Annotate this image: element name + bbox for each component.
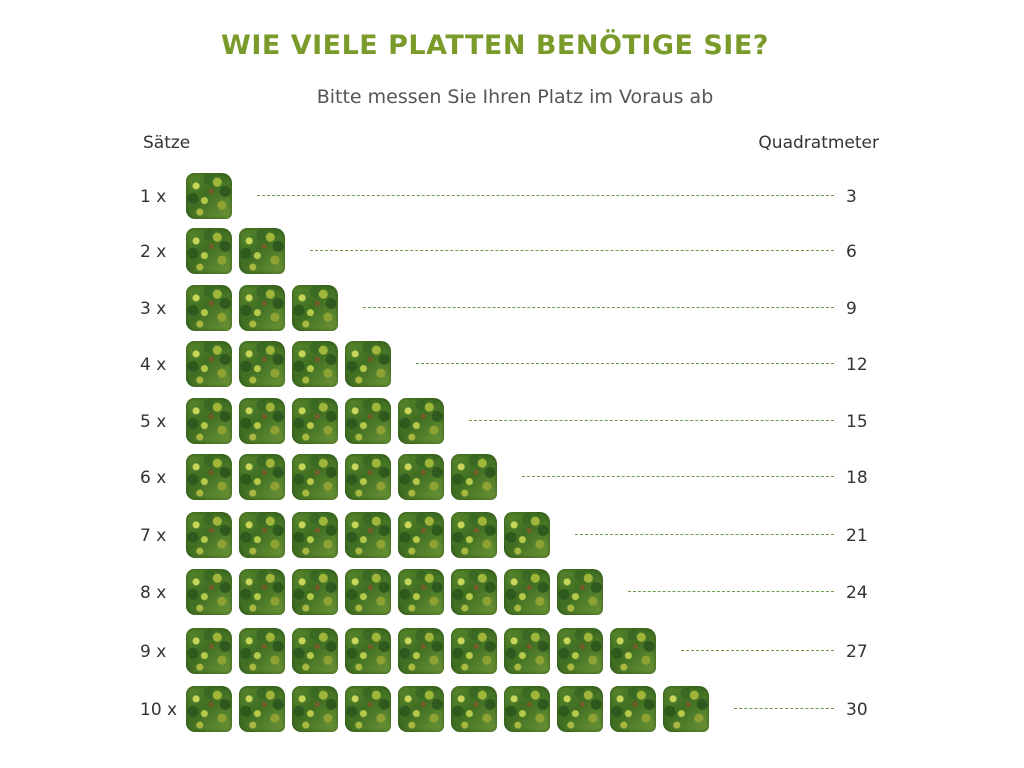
dashed-leader-line bbox=[310, 250, 834, 251]
table-row: 1 x 3 bbox=[0, 173, 1024, 221]
green-wall-panel-icon bbox=[292, 569, 338, 615]
set-count-label: 8 x bbox=[140, 583, 167, 603]
green-wall-panel-icon bbox=[292, 628, 338, 674]
table-row: 5 x 15 bbox=[0, 398, 1024, 446]
green-wall-panel-icon bbox=[186, 686, 232, 732]
sets-column-label: Sätze bbox=[143, 133, 191, 153]
page-title: WIE VIELE PLATTEN BENÖTIGE SIE? bbox=[221, 30, 769, 61]
green-wall-panel-icon bbox=[451, 686, 497, 732]
green-wall-panel-icon bbox=[239, 512, 285, 558]
table-row: 7 x 21 bbox=[0, 512, 1024, 560]
green-wall-panel-icon bbox=[610, 686, 656, 732]
green-wall-panel-icon bbox=[239, 285, 285, 331]
green-wall-panel-icon bbox=[398, 628, 444, 674]
green-wall-panel-icon bbox=[451, 569, 497, 615]
green-wall-panel-icon bbox=[186, 454, 232, 500]
green-wall-panel-icon bbox=[610, 628, 656, 674]
green-wall-panel-icon bbox=[345, 628, 391, 674]
green-wall-panel-icon bbox=[504, 569, 550, 615]
green-wall-panel-icon bbox=[504, 512, 550, 558]
dashed-leader-line bbox=[363, 307, 834, 308]
green-wall-panel-icon bbox=[292, 398, 338, 444]
green-wall-panel-icon bbox=[186, 228, 232, 274]
set-count-label: 5 x bbox=[140, 412, 167, 432]
green-wall-panel-icon bbox=[557, 628, 603, 674]
green-wall-panel-icon bbox=[451, 454, 497, 500]
square-meters-column-label: Quadratmeter bbox=[758, 133, 879, 153]
square-meters-value: 15 bbox=[846, 412, 868, 432]
set-count-label: 4 x bbox=[140, 355, 167, 375]
table-row: 6 x 18 bbox=[0, 454, 1024, 502]
green-wall-panel-icon bbox=[345, 341, 391, 387]
green-wall-panel-icon bbox=[186, 512, 232, 558]
page-subtitle: Bitte messen Sie Ihren Platz im Voraus a… bbox=[316, 86, 714, 108]
set-count-label: 7 x bbox=[140, 526, 167, 546]
square-meters-value: 3 bbox=[846, 187, 857, 207]
green-wall-panel-icon bbox=[186, 341, 232, 387]
set-count-label: 3 x bbox=[140, 299, 167, 319]
green-wall-panel-icon bbox=[345, 686, 391, 732]
green-wall-panel-icon bbox=[345, 398, 391, 444]
dashed-leader-line bbox=[469, 420, 834, 421]
dashed-leader-line bbox=[681, 650, 834, 651]
square-meters-value: 6 bbox=[846, 242, 857, 262]
square-meters-value: 21 bbox=[846, 526, 868, 546]
set-count-label: 10 x bbox=[140, 700, 178, 720]
green-wall-panel-icon bbox=[345, 569, 391, 615]
dashed-leader-line bbox=[628, 591, 834, 592]
green-wall-panel-icon bbox=[239, 228, 285, 274]
square-meters-value: 18 bbox=[846, 468, 868, 488]
table-row: 8 x 24 bbox=[0, 569, 1024, 617]
green-wall-panel-icon bbox=[292, 512, 338, 558]
dashed-leader-line bbox=[257, 195, 834, 196]
green-wall-panel-icon bbox=[398, 512, 444, 558]
green-wall-panel-icon bbox=[292, 454, 338, 500]
set-count-label: 2 x bbox=[140, 242, 167, 262]
dashed-leader-line bbox=[734, 708, 834, 709]
square-meters-value: 12 bbox=[846, 355, 868, 375]
green-wall-panel-icon bbox=[239, 569, 285, 615]
table-row: 10 x 30 bbox=[0, 686, 1024, 734]
table-row: 2 x 6 bbox=[0, 228, 1024, 276]
green-wall-panel-icon bbox=[504, 628, 550, 674]
square-meters-value: 24 bbox=[846, 583, 868, 603]
dashed-leader-line bbox=[575, 534, 834, 535]
green-wall-panel-icon bbox=[451, 628, 497, 674]
green-wall-panel-icon bbox=[557, 569, 603, 615]
green-wall-panel-icon bbox=[345, 512, 391, 558]
green-wall-panel-icon bbox=[292, 341, 338, 387]
green-wall-panel-icon bbox=[239, 341, 285, 387]
dashed-leader-line bbox=[416, 363, 834, 364]
table-row: 4 x 12 bbox=[0, 341, 1024, 389]
set-count-label: 1 x bbox=[140, 187, 167, 207]
square-meters-value: 9 bbox=[846, 299, 857, 319]
green-wall-panel-icon bbox=[398, 454, 444, 500]
green-wall-panel-icon bbox=[504, 686, 550, 732]
green-wall-panel-icon bbox=[186, 285, 232, 331]
set-count-label: 6 x bbox=[140, 468, 167, 488]
green-wall-panel-icon bbox=[398, 398, 444, 444]
green-wall-panel-icon bbox=[292, 285, 338, 331]
green-wall-panel-icon bbox=[292, 686, 338, 732]
green-wall-panel-icon bbox=[239, 686, 285, 732]
green-wall-panel-icon bbox=[398, 569, 444, 615]
green-wall-panel-icon bbox=[239, 628, 285, 674]
green-wall-panel-icon bbox=[663, 686, 709, 732]
green-wall-panel-icon bbox=[186, 173, 232, 219]
green-wall-panel-icon bbox=[345, 454, 391, 500]
table-row: 3 x 9 bbox=[0, 285, 1024, 333]
green-wall-panel-icon bbox=[557, 686, 603, 732]
green-wall-panel-icon bbox=[186, 628, 232, 674]
green-wall-panel-icon bbox=[398, 686, 444, 732]
dashed-leader-line bbox=[522, 476, 834, 477]
set-count-label: 9 x bbox=[140, 642, 167, 662]
green-wall-panel-icon bbox=[239, 398, 285, 444]
green-wall-panel-icon bbox=[451, 512, 497, 558]
square-meters-value: 30 bbox=[846, 700, 868, 720]
green-wall-panel-icon bbox=[239, 454, 285, 500]
square-meters-value: 27 bbox=[846, 642, 868, 662]
green-wall-panel-icon bbox=[186, 398, 232, 444]
table-row: 9 x 27 bbox=[0, 628, 1024, 676]
green-wall-panel-icon bbox=[186, 569, 232, 615]
